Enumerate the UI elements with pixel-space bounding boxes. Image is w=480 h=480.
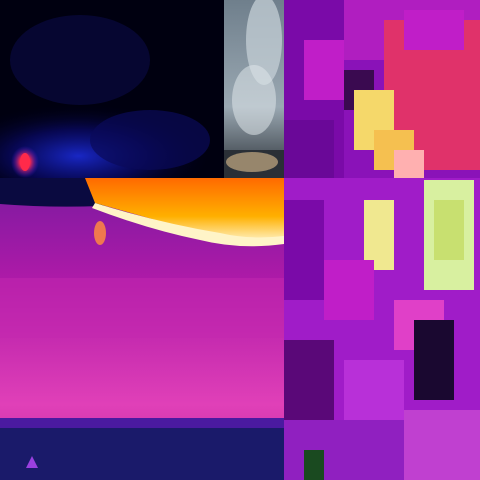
thermal-night-image — [0, 0, 224, 178]
smoke-plume-tile — [224, 0, 284, 178]
thermal-wildfire-tile — [0, 178, 284, 480]
thermal-night-tile — [0, 0, 224, 178]
pixelated-thermal-tile — [284, 0, 480, 480]
thermal-wildfire-image — [0, 178, 284, 480]
smoke-plume-image — [224, 0, 284, 178]
pixelated-thermal-image — [284, 0, 480, 480]
